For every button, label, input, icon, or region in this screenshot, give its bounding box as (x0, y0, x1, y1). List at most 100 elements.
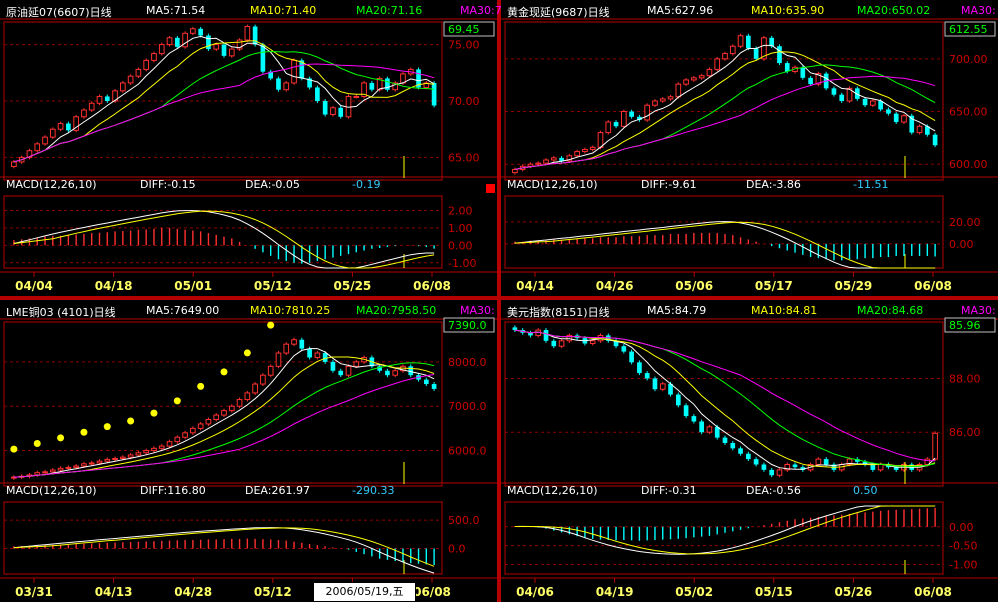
candle-up (244, 26, 251, 41)
candle-down (252, 26, 258, 45)
date-label: 05/29 (835, 279, 873, 293)
candle-down (637, 362, 642, 374)
diff-line (13, 210, 435, 269)
sar-dot (150, 409, 158, 417)
candle-down (761, 464, 767, 470)
candle-down (769, 37, 775, 47)
panel-ma5-label: MA5:84.79 (647, 304, 707, 317)
diff-line (13, 527, 435, 574)
candle-up (174, 436, 181, 443)
candle-down (385, 78, 390, 90)
candle-down (831, 88, 837, 95)
price-tick-label: 75.00 (448, 39, 480, 52)
candle-up (784, 463, 791, 471)
ma5-line (13, 348, 435, 478)
candle-up (197, 423, 204, 429)
macd-tick-label: 500.0 (448, 514, 480, 527)
horizontal-divider[interactable] (0, 296, 998, 300)
candle-down (730, 442, 736, 449)
candle-up (252, 383, 258, 394)
diff-line (514, 221, 936, 269)
macd-diff: DIFF:-0.31 (641, 484, 697, 497)
panel-ma30-label: MA30: (961, 4, 996, 17)
candle-down (753, 459, 759, 465)
chart-svg[interactable]: 700.00 650.00 600.00 612.55 MACD(12,26,10) DI… (501, 0, 998, 296)
panel-ma10-label: MA10:71.40 (250, 4, 317, 17)
ma5-line (514, 44, 936, 170)
chart-svg[interactable]: 88.00 86.00 85.96 MACD(12,26,10) DIFF:-0.31 D… (501, 300, 998, 602)
ma30-line (13, 63, 435, 163)
current-price-box (944, 21, 996, 37)
current-price-box (443, 21, 495, 37)
candle-up (353, 95, 360, 98)
price-tick-label: 600.00 (949, 158, 988, 171)
sar-dot (10, 445, 18, 453)
candle-up (815, 458, 822, 465)
date-label: 05/02 (675, 585, 713, 599)
candle-down (369, 82, 375, 90)
panel-ma10-label: MA10:7810.25 (250, 304, 331, 317)
candle-down (104, 96, 110, 101)
candle-up (605, 121, 612, 134)
chart-panel-crude[interactable]: 原油延07(6607)日线 MA5:71.54 MA10:71.40 MA20:71.… (0, 0, 502, 296)
price-tick-label: 6000.0 (448, 445, 487, 458)
date-label: 04/19 (596, 585, 634, 599)
candle-up (151, 447, 157, 452)
candle-up (512, 168, 518, 174)
date-label: 04/26 (596, 279, 634, 293)
candle-down (307, 348, 312, 358)
candle-down (746, 35, 751, 49)
vertical-divider[interactable] (497, 0, 501, 602)
candle-up (345, 365, 352, 376)
candle-down (699, 421, 704, 433)
macd-tick-label: 1.00 (448, 222, 473, 235)
candle-down (683, 405, 689, 417)
candle-up (392, 82, 399, 91)
candle-up (190, 28, 196, 34)
chart-panel-gold[interactable]: 黄金现延(9687)日线 MA5:627.96 MA10:635.90 MA20:65… (501, 0, 998, 296)
macd-tick-label: 0.0 (448, 543, 466, 556)
sar-dot (127, 417, 135, 425)
macd-macd-label: MACD(12,26,10) (6, 484, 97, 497)
candle-up (535, 162, 542, 165)
candle-up (691, 77, 697, 81)
candle-down (621, 346, 627, 352)
price-tick-label: 8000.0 (448, 356, 487, 369)
candle-down (198, 28, 203, 36)
date-label: 06/08 (413, 279, 451, 293)
panel-ma20-label: MA20:7958.50 (356, 304, 437, 317)
chart-panel-usd[interactable]: 美元指数(8151)日线 MA5:84.79 MA10:84.81 MA20:84.6… (501, 300, 998, 602)
candle-up (283, 82, 290, 91)
panel-ma20-label: MA20:650.02 (857, 4, 931, 17)
sar-dot (80, 428, 88, 436)
candle-down (377, 366, 382, 371)
dea-line (13, 527, 435, 567)
candle-down (792, 464, 798, 468)
candle-down (823, 459, 829, 465)
candle-down (551, 340, 557, 347)
candle-up (376, 77, 383, 91)
chart-svg[interactable]: 75.00 70.00 65.00 69.45 MACD(12,26,10) DIFF:-… (0, 0, 497, 296)
candle-down (862, 461, 868, 465)
candle-up (916, 125, 923, 134)
candle-up (42, 136, 48, 145)
candle-up (566, 334, 573, 342)
candle-up (706, 68, 713, 77)
candle-up (737, 35, 744, 47)
ma30-line (514, 75, 936, 170)
candle-up (151, 53, 157, 61)
candle-up (81, 463, 87, 467)
panel-ma5-label: MA5:627.96 (647, 4, 714, 17)
chart-panel-copper[interactable]: LME铜03 (4101)日线 MA5:7649.00 MA10:7810.25 MA… (0, 300, 497, 602)
date-label: 04/06 (516, 585, 554, 599)
candle-down (886, 109, 891, 114)
candle-up (621, 111, 627, 127)
candle-down (932, 134, 938, 146)
candle-up (353, 361, 360, 367)
macd-plot-frame (3, 501, 443, 575)
candle-up (65, 466, 72, 469)
candle-down (870, 464, 876, 470)
chart-svg[interactable]: 8000.0 7000.0 6000.0 7390.0 MACD(12,26,10) DI… (0, 300, 497, 602)
candle-up (392, 370, 399, 376)
candle-up (104, 458, 111, 462)
